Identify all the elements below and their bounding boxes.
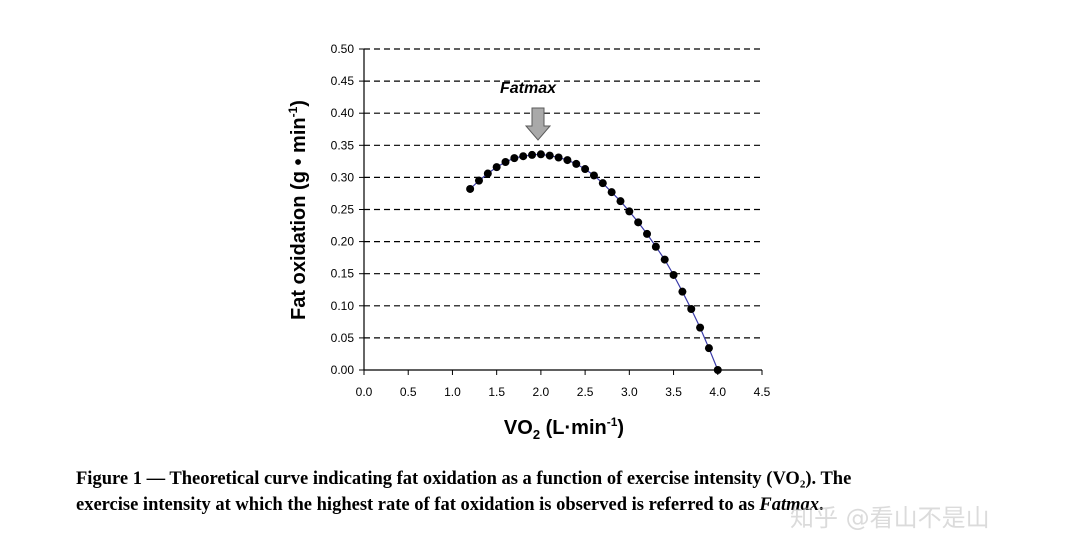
y-axis-title: Fat oxidation (g • min-1): [286, 100, 310, 320]
x-tick-label: 3.5: [665, 385, 682, 399]
x-tick-label: 0.0: [356, 385, 373, 399]
data-point: [581, 165, 590, 174]
y-tick-label: 0.00: [331, 363, 355, 377]
watermark: 知乎 @看山不是山: [790, 504, 990, 532]
data-point: [634, 218, 643, 227]
y-tick-label: 0.10: [331, 299, 355, 313]
data-point: [536, 150, 545, 159]
x-tick-label: 1.0: [444, 385, 461, 399]
caption-line-1: Figure 1 — Theoretical curve indicating …: [76, 469, 852, 489]
x-tick-labels: 0.0 0.5 1.0 1.5 2.0 2.5 3.0 3.5 4.0 4.5: [356, 385, 771, 399]
y-tick-label: 0.50: [331, 42, 355, 56]
x-tick-label: 4.5: [754, 385, 771, 399]
fatmax-annotation: Fatmax: [500, 80, 557, 141]
x-tick-label: 3.0: [621, 385, 638, 399]
y-tick-label: 0.40: [331, 106, 355, 120]
x-axis-title: VO2 (L·min-1): [504, 415, 624, 442]
data-point: [687, 305, 696, 314]
data-point: [713, 366, 722, 374]
data-point: [563, 156, 572, 165]
caption-line-2-text: exercise intensity at which the highest …: [76, 495, 760, 515]
data-point: [678, 287, 687, 296]
caption-line-2-end: .: [819, 495, 824, 515]
y-tick-label: 0.25: [331, 203, 355, 217]
data-point: [510, 154, 519, 163]
data-point: [572, 159, 581, 168]
data-point: [466, 184, 475, 193]
y-tick-label: 0.45: [331, 74, 355, 88]
y-tick-label: 0.15: [331, 267, 355, 281]
data-point: [528, 150, 537, 159]
x-tick-label: 4.0: [709, 385, 726, 399]
figure-caption: Figure 1 — Theoretical curve indicating …: [76, 466, 1036, 518]
data-point: [704, 344, 713, 353]
data-point: [643, 229, 652, 238]
data-point: [625, 207, 634, 216]
caption-line-2: exercise intensity at which the highest …: [76, 492, 1036, 518]
data-point: [492, 163, 501, 172]
data-point: [660, 255, 669, 264]
data-point: [651, 242, 660, 251]
data-point: [474, 176, 483, 185]
down-arrow-icon: [524, 107, 552, 141]
data-point: [669, 270, 678, 279]
x-tick-label: 0.5: [400, 385, 417, 399]
data-points: [466, 150, 722, 374]
fatmax-label: Fatmax: [500, 80, 557, 97]
x-tick-label: 1.5: [488, 385, 505, 399]
data-point: [696, 323, 705, 332]
caption-fatmax-term: Fatmax: [759, 495, 820, 515]
data-point: [554, 153, 563, 162]
y-tick-label: 0.35: [331, 138, 355, 152]
gridlines: [364, 48, 762, 339]
data-point: [589, 171, 598, 180]
data-point: [616, 197, 625, 206]
y-tick-label: 0.05: [331, 331, 355, 345]
data-point: [519, 152, 528, 161]
data-point: [607, 188, 616, 197]
y-tick-labels: 0.00 0.05 0.10 0.15 0.20 0.25 0.30 0.35 0.40 0.45…: [331, 42, 355, 377]
data-point: [483, 169, 492, 178]
y-tick-label: 0.20: [331, 235, 355, 249]
x-tick-label: 2.5: [577, 385, 594, 399]
data-point: [501, 157, 510, 166]
fat-oxidation-chart: 0.00 0.05 0.10 0.15 0.20 0.25 0.30 0.35 0.40 0.45…: [286, 42, 771, 442]
data-point: [545, 151, 554, 160]
y-tick-label: 0.30: [331, 170, 355, 184]
data-point: [598, 179, 607, 188]
x-tick-label: 2.0: [533, 385, 550, 399]
